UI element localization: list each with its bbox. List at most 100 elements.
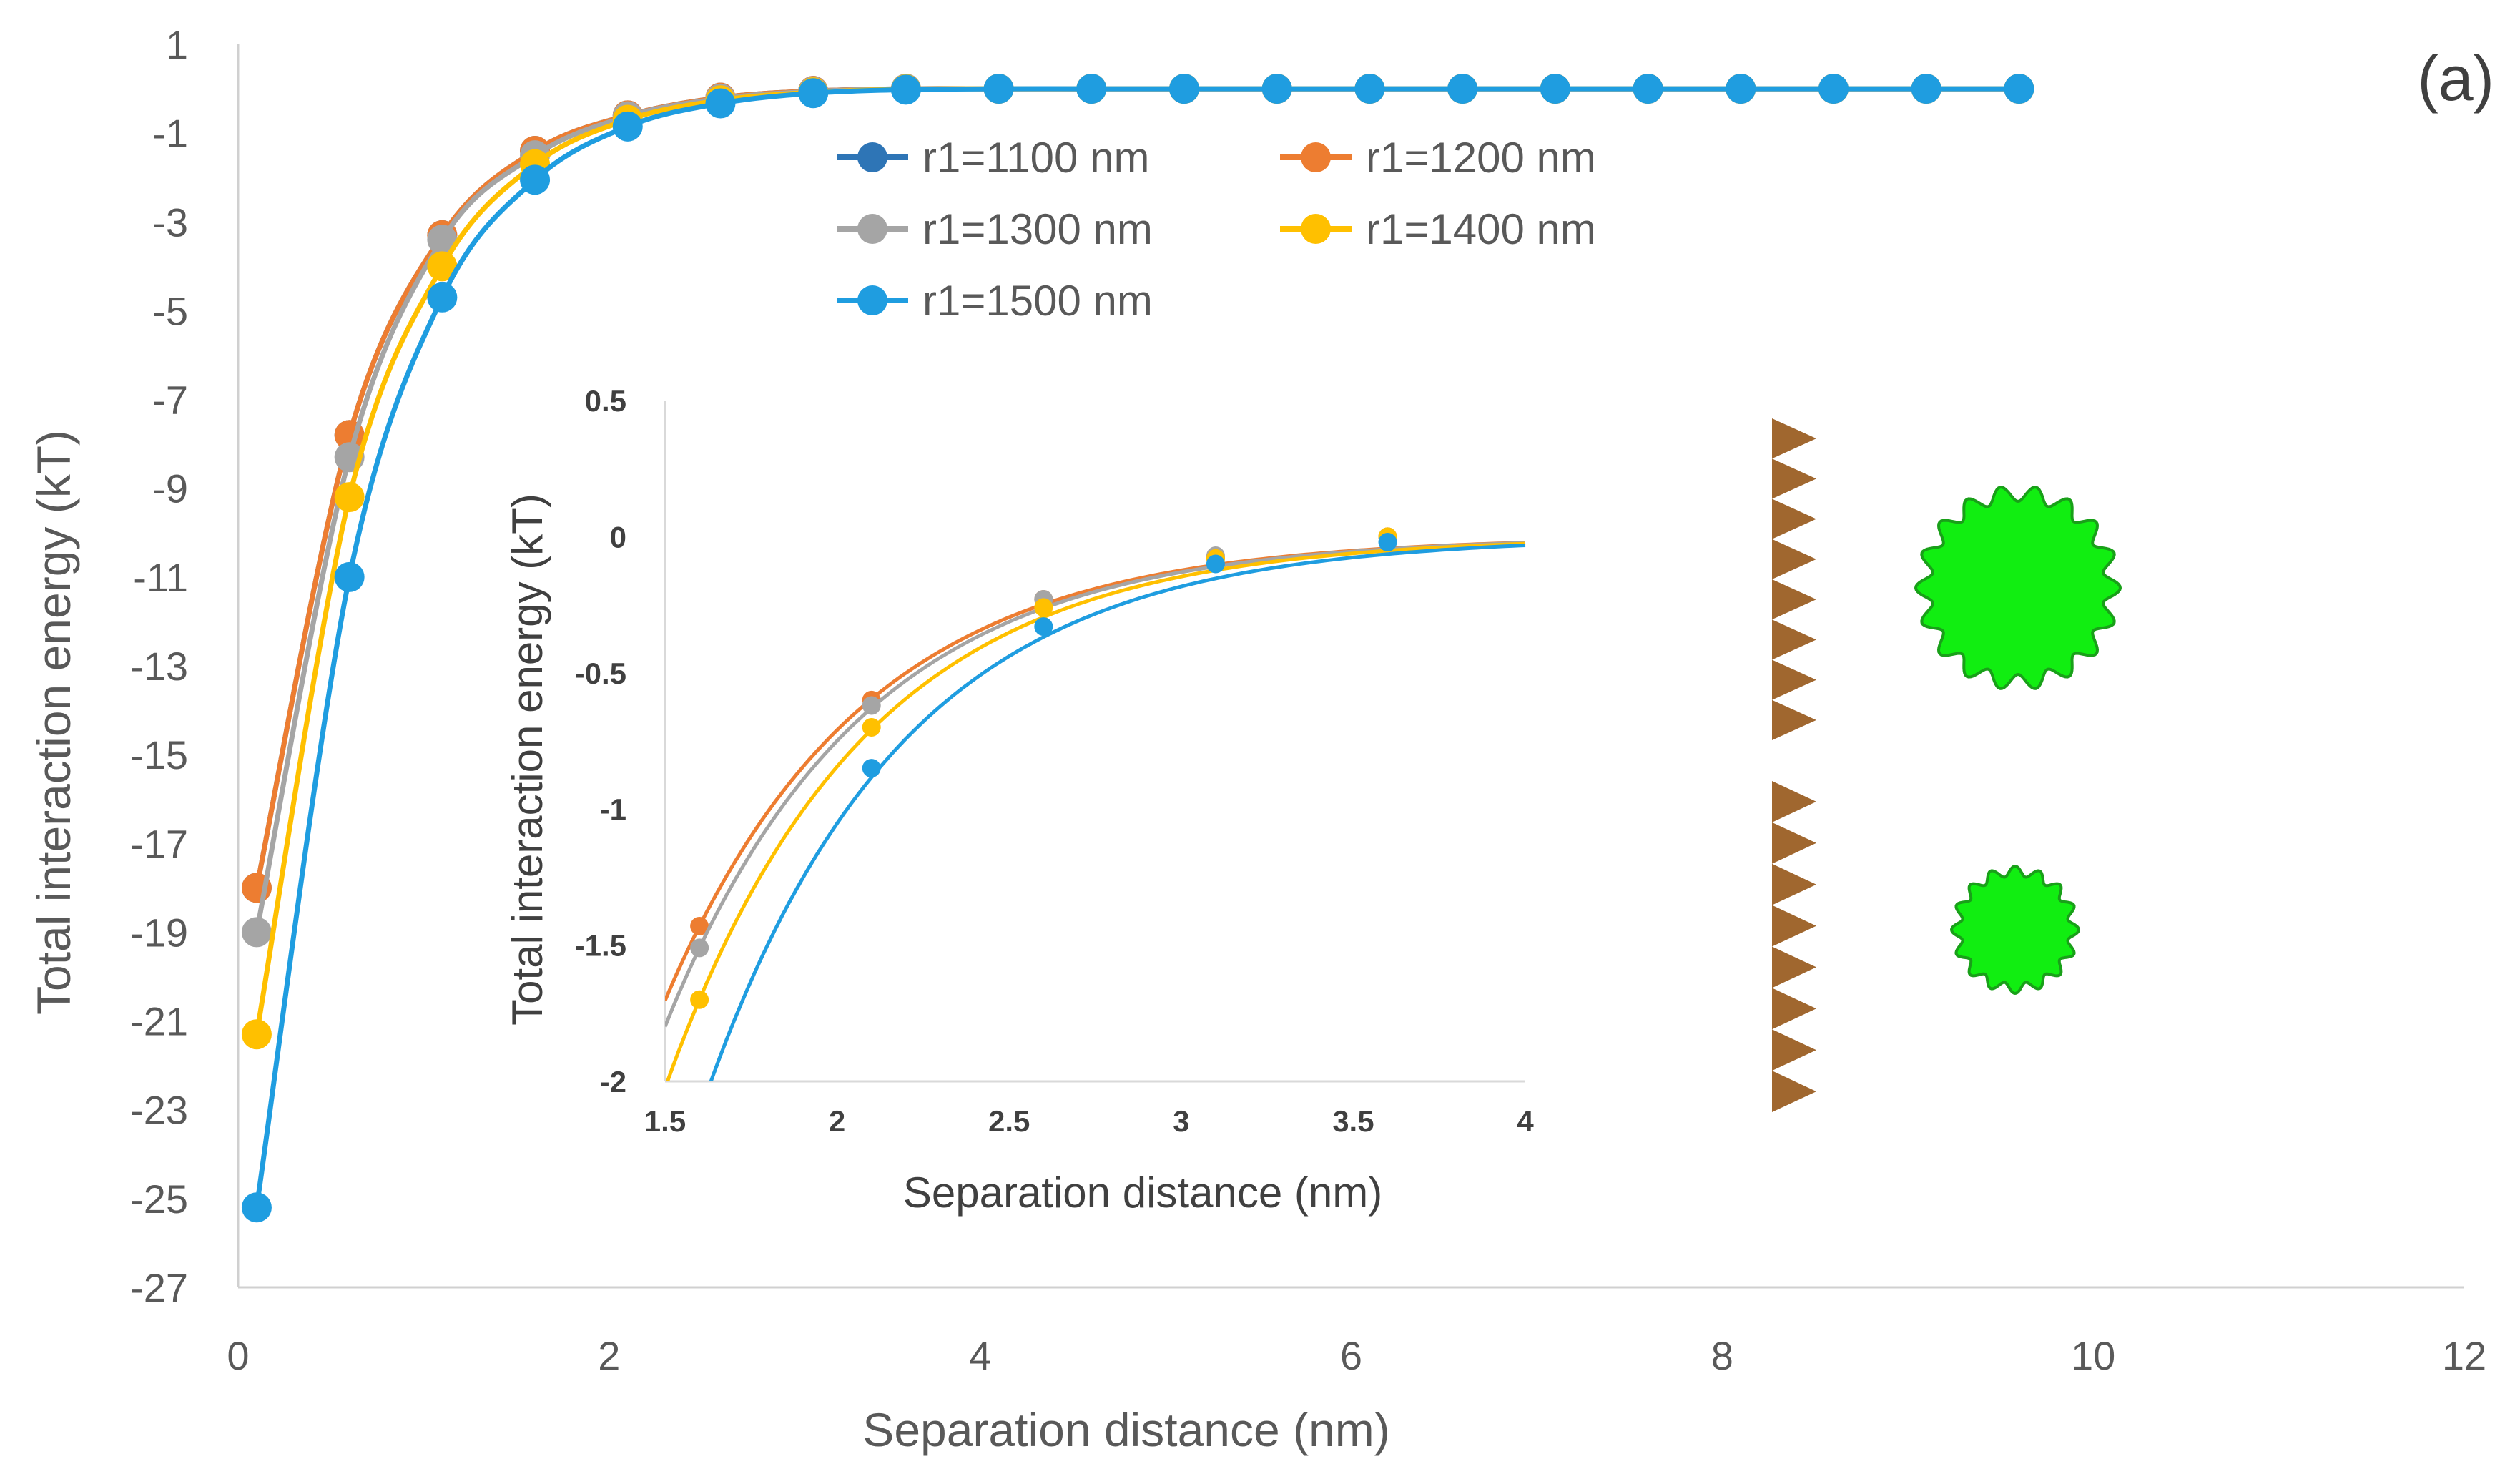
inset-y-axis-label: Total interaction energy (kT) — [503, 493, 551, 1026]
main-y-tick-label: -7 — [152, 378, 188, 423]
main-y-tick-label: -11 — [133, 555, 188, 600]
legend-label: r1=1200 nm — [1366, 134, 1596, 182]
inset-background — [665, 379, 1552, 1173]
inset-x-tick-label: 3 — [1173, 1104, 1189, 1138]
legend-label: r1=1400 nm — [1366, 205, 1596, 253]
inset-series-line — [709, 544, 1526, 1081]
legend-item: r1=1500 nm — [837, 277, 1153, 325]
legend-item: r1=1100 nm — [837, 134, 1149, 182]
main-y-tick-label: -13 — [130, 644, 188, 689]
main-axes: 1-1-3-5-7-9-11-13-15-17-19-21-23-25-270 2… — [130, 22, 2486, 1378]
main-data-point — [890, 74, 921, 105]
main-y-tick-label: -15 — [130, 732, 188, 777]
main-data-point — [427, 225, 458, 255]
legend-label: r1=1300 nm — [922, 205, 1153, 253]
main-y-tick-label: -5 — [152, 288, 188, 333]
rough-surface-lower — [1772, 781, 1816, 1112]
inset-x-tick-label: 4 — [1517, 1104, 1534, 1138]
inset-y-tick-label: -1 — [600, 792, 626, 826]
inset-y-tick-label: -1.5 — [575, 929, 626, 963]
main-y-tick-label: -3 — [152, 200, 188, 245]
inset-data-point — [1034, 598, 1053, 617]
inset-data-point — [1034, 617, 1053, 637]
inset-data-point — [690, 938, 709, 958]
inset-x-tick-label: 3.5 — [1332, 1104, 1374, 1138]
main-data-point — [612, 111, 643, 142]
main-y-tick-label: -9 — [152, 466, 188, 511]
inset-y-tick-label: -2 — [600, 1065, 626, 1099]
legend-swatch-marker — [857, 142, 887, 172]
large-particle — [1914, 486, 2122, 690]
main-data-point — [705, 88, 736, 119]
main-data-point — [798, 78, 829, 109]
inset-axes: 0.5 0 -0.5 -1 -1.5 -2 1.5 2 2.5 3 3.5 4 — [575, 384, 1535, 1138]
inset-data-point — [1378, 533, 1397, 552]
main-y-tick-label: -23 — [130, 1088, 188, 1133]
main-data-point — [1818, 74, 1849, 104]
main-y-tick-label: -17 — [130, 821, 188, 866]
main-series-line — [254, 86, 2019, 1208]
inset-data-point — [1206, 554, 1225, 574]
main-y-tick-label: -1 — [152, 111, 188, 156]
main-data-point — [1447, 74, 1478, 104]
main-data-point — [1633, 74, 1663, 104]
main-x-tick-label: 10 — [2071, 1333, 2115, 1378]
inset-data-point — [690, 990, 709, 1009]
inset-data-point — [862, 696, 881, 715]
main-data-point — [1726, 74, 1756, 104]
main-x-tick-label: 8 — [1711, 1333, 1733, 1378]
schematic-illustration — [1772, 418, 2122, 1112]
main-data-point — [241, 917, 272, 948]
main-x-tick-label: 0 — [227, 1333, 249, 1378]
main-data-point — [241, 1192, 272, 1223]
legend-swatch-marker — [857, 214, 887, 244]
main-y-axis-label: Total interaction energy (kT) — [27, 430, 80, 1015]
legend-swatch-marker — [1301, 142, 1331, 172]
main-data-point — [520, 164, 551, 195]
main-x-tick-label: 4 — [969, 1333, 991, 1378]
legend-item: r1=1400 nm — [1280, 205, 1596, 253]
main-data-point — [983, 74, 1014, 104]
main-data-point — [1540, 74, 1570, 104]
main-y-tick-label: -27 — [130, 1265, 188, 1310]
inset-y-tick-label: -0.5 — [575, 657, 626, 690]
inset-data-point — [690, 916, 709, 935]
main-y-tick-label: -21 — [130, 999, 188, 1044]
inset-x-tick-label: 2 — [829, 1104, 845, 1138]
inset-x-tick-label: 1.5 — [644, 1104, 686, 1138]
legend-item: r1=1300 nm — [837, 205, 1153, 253]
inset-chart: 0.5 0 -0.5 -1 -1.5 -2 1.5 2 2.5 3 3.5 4 Separation … — [503, 379, 1552, 1217]
main-data-point — [334, 482, 365, 513]
main-x-tick-label: 6 — [1340, 1333, 1362, 1378]
main-data-point — [1261, 74, 1292, 104]
inset-series-4 — [709, 533, 1526, 1081]
main-x-axis-label: Separation distance (nm) — [862, 1403, 1389, 1456]
main-y-tick-label: -25 — [130, 1176, 188, 1222]
main-data-point — [427, 251, 458, 282]
main-data-point — [334, 561, 365, 592]
main-x-tick-label: 2 — [598, 1333, 620, 1378]
inset-y-tick-label: 0.5 — [585, 384, 626, 418]
legend-label: r1=1100 nm — [922, 134, 1149, 182]
main-data-point — [1911, 74, 1941, 104]
main-x-tick-label: 12 — [2442, 1333, 2486, 1378]
legend-label: r1=1500 nm — [922, 277, 1153, 325]
main-y-tick-label: 1 — [166, 22, 188, 67]
main-data-point — [1076, 74, 1107, 104]
main-series-group — [241, 74, 2034, 1223]
inset-series-group — [665, 527, 1526, 1081]
inset-x-axis-label: Separation distance (nm) — [903, 1169, 1382, 1217]
main-data-point — [241, 1019, 272, 1050]
main-y-tick-label: -19 — [130, 910, 188, 955]
main-series-5 — [241, 74, 2034, 1223]
main-data-point — [427, 282, 458, 313]
main-chart: 1-1-3-5-7-9-11-13-15-17-19-21-23-25-270 2… — [27, 22, 2494, 1456]
inset-y-tick-label: 0 — [610, 520, 626, 554]
small-particle — [1949, 864, 2081, 996]
main-legend: r1=1100 nm r1=1200 nm r1=1300 nm r1=1400 nm… — [837, 134, 1596, 325]
legend-swatch-marker — [857, 285, 887, 315]
legend-item: r1=1200 nm — [1280, 134, 1596, 182]
panel-label: (a) — [2417, 43, 2494, 114]
inset-x-tick-label: 2.5 — [988, 1104, 1030, 1138]
